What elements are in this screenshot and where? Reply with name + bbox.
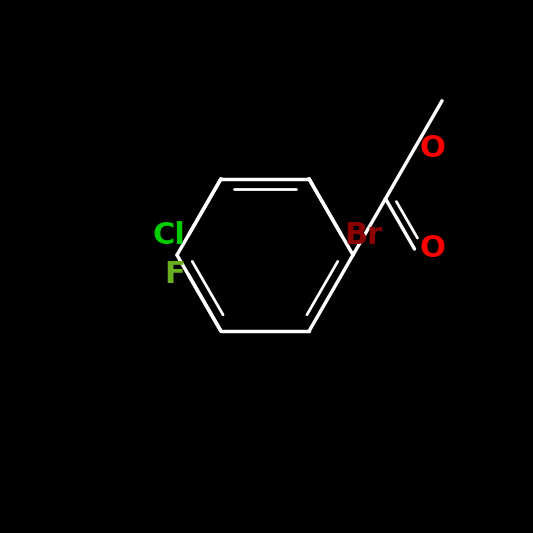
Text: O: O <box>419 134 446 163</box>
Text: Cl: Cl <box>152 221 185 249</box>
Text: Br: Br <box>344 221 383 249</box>
Text: O: O <box>419 235 446 263</box>
Text: F: F <box>165 261 185 289</box>
